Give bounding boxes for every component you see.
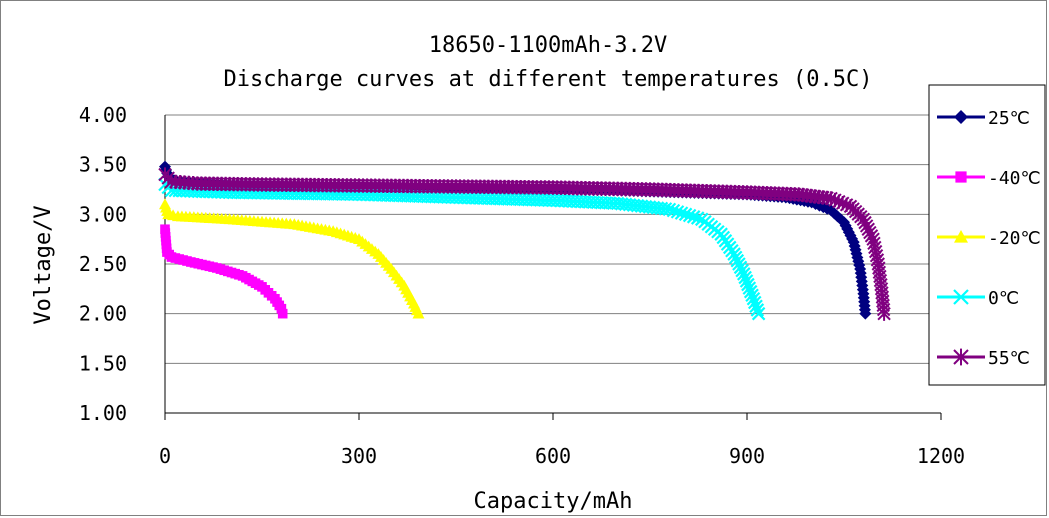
- y-tick-label: 3.00: [79, 202, 127, 226]
- legend-label: -20℃: [988, 228, 1041, 249]
- x-tick-label: 600: [535, 444, 571, 468]
- x-tick-label: 300: [341, 444, 377, 468]
- series-4: [158, 167, 891, 321]
- marker-x: [736, 267, 751, 281]
- y-tick-label: 4.00: [79, 103, 127, 127]
- marker-x: [730, 253, 745, 268]
- marker-x: [674, 206, 689, 220]
- x-axis-label: Capacity/mAh: [474, 489, 633, 514]
- legend-label: 55℃: [988, 348, 1030, 369]
- marker-x: [749, 299, 763, 313]
- legend: 25℃ -40℃ -20℃ 0℃ 55℃: [928, 84, 1046, 386]
- marker-triangle: [412, 307, 425, 319]
- y-tick-label: 1.00: [79, 401, 127, 425]
- marker-x: [739, 274, 754, 288]
- marker-x: [738, 270, 752, 285]
- marker-x: [686, 210, 701, 224]
- marker-square: [955, 171, 967, 183]
- marker-x: [658, 202, 673, 216]
- marker-x: [743, 284, 758, 299]
- series-1: [160, 224, 288, 319]
- y-tick-labels: 1.00 1.50 2.00 2.50 3.00 3.50 4.00: [79, 103, 127, 425]
- marker-star: [877, 306, 891, 321]
- legend-box: [928, 84, 1046, 386]
- legend-label: 25℃: [988, 108, 1030, 129]
- marker-x: [751, 306, 766, 321]
- y-tick-label: 1.50: [79, 351, 127, 375]
- gridlines: [165, 114, 941, 364]
- x-tick-label: 900: [729, 444, 765, 468]
- marker-square: [277, 308, 288, 319]
- marker-x: [733, 260, 748, 275]
- x-tick-labels: 0 300 600 900 1200: [159, 413, 965, 468]
- legend-label: -40℃: [988, 168, 1041, 189]
- marker-triangle: [954, 230, 968, 243]
- y-axis-label: Voltage/V: [31, 205, 56, 324]
- marker-x: [742, 281, 757, 295]
- marker-diamond: [859, 307, 872, 320]
- marker-star: [953, 348, 969, 366]
- marker-x: [741, 277, 755, 292]
- marker-x: [682, 208, 697, 223]
- marker-x: [728, 250, 743, 265]
- series-2: [159, 198, 425, 319]
- y-tick-label: 3.50: [79, 153, 127, 177]
- y-tick-label: 2.00: [79, 302, 127, 326]
- marker-x: [735, 263, 749, 278]
- marker-x: [953, 289, 969, 305]
- marker-x: [662, 202, 677, 217]
- legend-item: 55℃: [937, 348, 1030, 369]
- marker-x: [746, 291, 761, 306]
- marker-x: [690, 211, 705, 225]
- marker-x: [727, 247, 741, 261]
- marker-x: [666, 203, 681, 218]
- legend-item: 25℃: [937, 108, 1030, 129]
- chart-subtitle: Discharge curves at different temperatur…: [223, 67, 872, 92]
- marker-x: [750, 303, 765, 317]
- marker-diamond: [954, 110, 968, 124]
- marker-x: [670, 205, 685, 219]
- marker-x: [747, 295, 762, 310]
- legend-item: -20℃: [937, 228, 1041, 249]
- marker-x: [732, 257, 746, 271]
- marker-x: [678, 207, 693, 222]
- chart-title: 18650-1100mAh-3.2V: [429, 33, 667, 58]
- y-tick-label: 2.50: [79, 252, 127, 276]
- marker-x: [745, 288, 759, 302]
- x-tick-label: 1200: [917, 444, 965, 468]
- legend-item: 0℃: [937, 288, 1019, 309]
- x-tick-label: 0: [159, 444, 171, 468]
- series-3: [158, 177, 766, 321]
- series-group: [158, 160, 891, 321]
- marker-square: [276, 303, 287, 314]
- legend-label: 0℃: [988, 288, 1019, 309]
- legend-item: -40℃: [937, 168, 1041, 189]
